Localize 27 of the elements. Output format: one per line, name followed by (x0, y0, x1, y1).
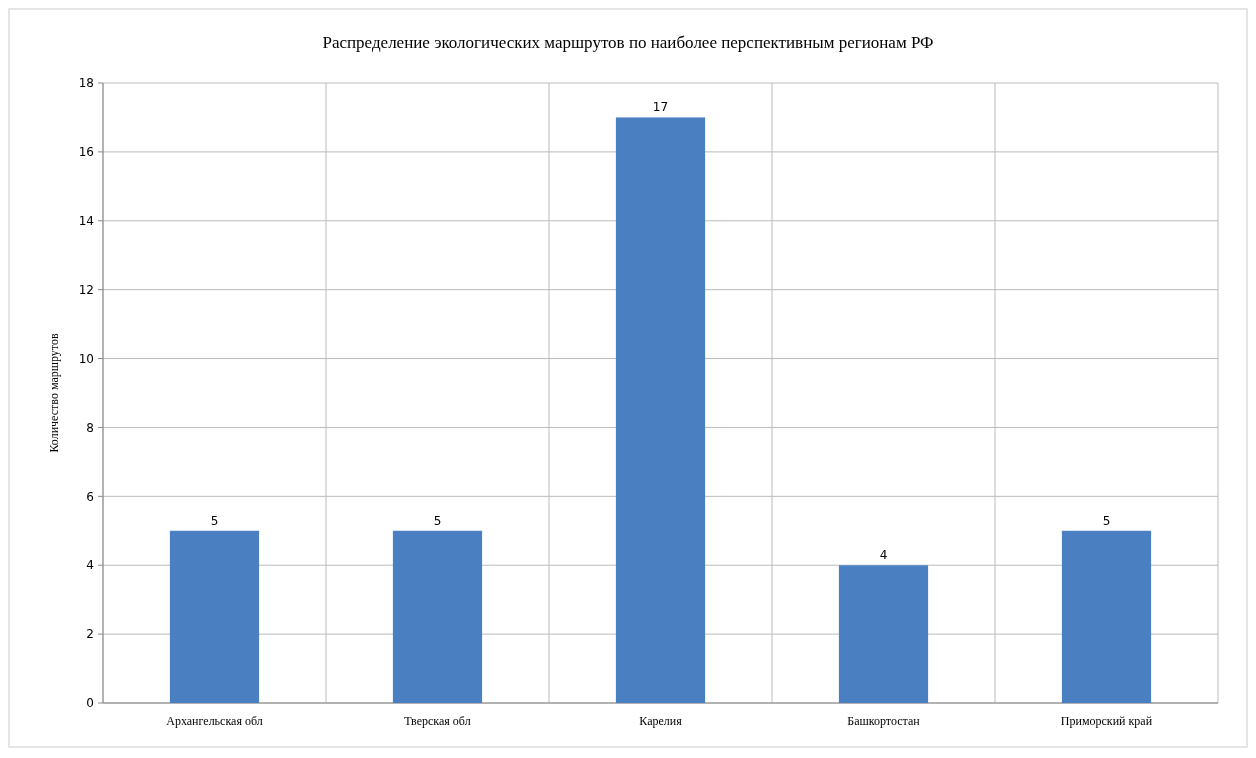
y-tick-label: 8 (86, 420, 94, 435)
x-tick-label: Архангельская обл (166, 714, 263, 728)
y-tick-label: 0 (86, 696, 94, 711)
data-label: 5 (210, 513, 219, 528)
bar (169, 530, 260, 703)
x-tick-label: Карелия (639, 714, 683, 728)
x-tick-label: Башкортостан (847, 714, 921, 728)
y-tick-label: 4 (86, 558, 94, 573)
x-tick-label: Тверская обл (404, 714, 471, 728)
data-label: 5 (1102, 513, 1111, 528)
bar (615, 117, 706, 703)
data-label: 4 (879, 548, 888, 563)
y-tick-label: 2 (86, 627, 94, 642)
bar (838, 565, 929, 703)
y-tick-label: 12 (78, 282, 94, 297)
y-tick-label: 16 (78, 145, 94, 160)
data-label: 17 (652, 100, 669, 115)
data-label: 5 (433, 513, 442, 528)
chart-title: Распределение экологических маршрутов по наиболее перспективным регионам РФ (322, 33, 934, 52)
bar (1061, 530, 1152, 703)
bar (392, 530, 483, 703)
y-axis-title: Количество маршрутов (47, 333, 61, 453)
x-tick-label: Приморский край (1060, 714, 1153, 728)
y-tick-label: 6 (86, 489, 94, 504)
y-tick-label: 14 (78, 213, 94, 228)
y-tick-label: 18 (78, 76, 94, 91)
y-tick-label: 10 (78, 351, 94, 366)
